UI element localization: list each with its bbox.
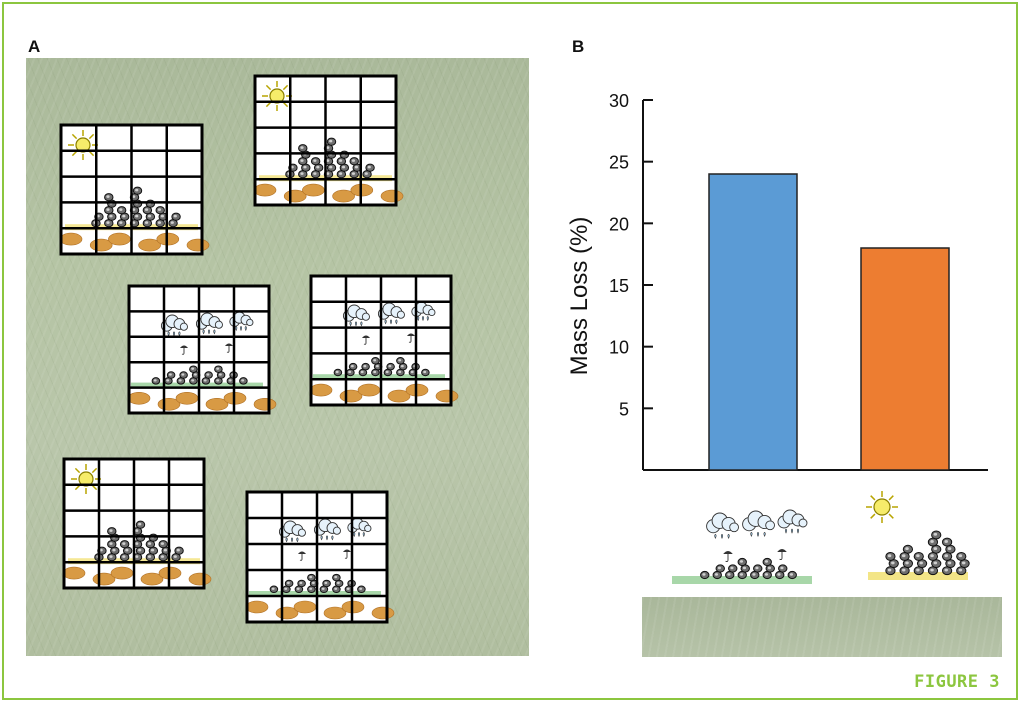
plot-1-sun [59,123,210,256]
umbrella-icon [180,345,188,355]
bar-sun [860,247,950,471]
chart-bars [708,173,950,471]
chart-ticks: 5 10 15 20 25 30 [609,91,653,419]
plot-5-sun [62,457,212,590]
umbrella-icon [362,335,370,345]
umbrella-icon [225,343,233,353]
plot-grid-frame [59,123,204,256]
figure-number: FIGURE 3 [914,672,1000,692]
plot-6-rain [245,490,395,624]
cloud-icon [195,312,223,335]
leaf-litter-bags [269,573,366,594]
y-tick-label: 10 [609,338,629,358]
sun-icon [68,130,98,160]
sun-icon [262,81,292,111]
ground-photo [642,597,1002,657]
umbrella-icon [407,333,415,343]
cloud-icon [411,301,436,322]
y-tick-label: 15 [609,276,629,296]
cloud-icon [347,517,372,538]
y-tick-label: 5 [619,399,629,419]
y-tick-label: 25 [609,153,629,173]
y-tick-label: 20 [609,214,629,234]
sun-icon [71,464,101,494]
leaf-litter-bags [333,357,430,377]
plot-grid-frame [127,284,271,415]
y-axis-label: Mass Loss (%) [566,217,593,376]
y-tick-label: 30 [609,91,629,111]
plot-grid-frame [253,74,398,207]
panel-b-label: B [572,37,585,56]
plot-4-rain [309,274,459,407]
plot-3-rain [127,284,277,415]
panel-a-label: A [28,37,41,56]
leaf-litter-bags [94,520,184,562]
soil-layer [245,600,395,620]
umbrella-icon [343,549,351,559]
plot-grid-frame [245,490,389,624]
bar-rain [708,173,798,471]
plot-2-sun [253,74,404,207]
plot-grid-frame [309,274,453,407]
umbrella-icon [298,551,306,561]
leaf-litter-bags [91,186,181,228]
plot-grid-frame [62,457,206,590]
cloud-icon [313,518,341,541]
